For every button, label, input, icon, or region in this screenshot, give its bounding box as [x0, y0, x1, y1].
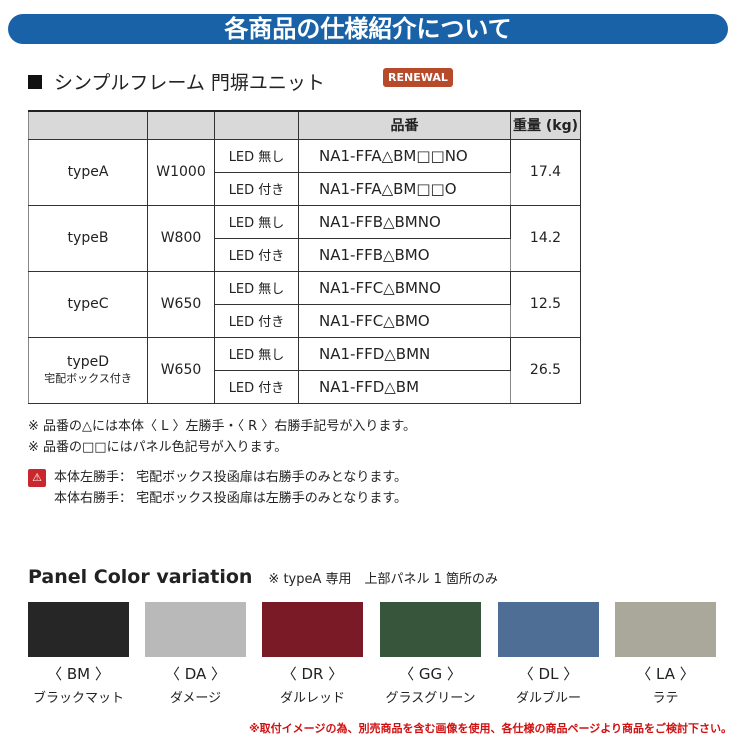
color-swatch: 〈 DR 〉ダルレッド: [262, 602, 363, 706]
type-label: typeA: [67, 164, 109, 180]
color-sample: [28, 602, 129, 657]
color-code: 〈 DL 〉: [518, 665, 579, 683]
table-row: LED 付き NA1-FFA△BM□□O: [29, 171, 581, 206]
color-code: 〈 DA 〉: [164, 665, 227, 683]
table-row: LED 付き NA1-FFD△BM: [29, 369, 581, 404]
part-number-cell: NA1-FFA△BM□□NO: [298, 138, 511, 173]
renewal-badge: RENEWAL: [383, 68, 453, 87]
color-name: ダルレッド: [279, 691, 345, 706]
color-sample: [615, 602, 716, 657]
part-number-cell: NA1-FFB△BMNO: [298, 204, 511, 239]
color-swatch: 〈 DA 〉ダメージ: [145, 602, 246, 706]
type-label: typeD: [66, 354, 110, 370]
weight-cell: 26.5: [510, 336, 581, 404]
type-cell: typeC: [28, 270, 148, 338]
led-cell: LED 付き: [214, 303, 299, 338]
table-row: typeD 宅配ボックス付き W650 LED 無し NA1-FFD△BMN 26…: [28, 336, 581, 404]
color-name: グラスグリーン: [385, 691, 476, 706]
note: ※ 品番の△には本体〈 L 〉左勝手・〈 R 〉右勝手記号が入ります。: [28, 419, 417, 434]
color-sample: [145, 602, 246, 657]
part-number-cell: NA1-FFD△BM: [298, 369, 511, 404]
color-name: ダルブルー: [515, 691, 581, 706]
table-row: typeC W650 LED 無し NA1-FFC△BMNO 12.5: [28, 270, 581, 338]
warning-triangle-icon: ⚠: [28, 468, 46, 487]
color-sample: [262, 602, 363, 657]
part-number-cell: NA1-FFC△BMO: [298, 303, 511, 338]
led-cell: LED 無し: [214, 204, 299, 239]
table-row: LED 付き NA1-FFB△BMO: [29, 237, 581, 272]
color-code: 〈 GG 〉: [399, 665, 462, 683]
color-name: ラテ: [652, 691, 679, 706]
led-cell: LED 付き: [214, 171, 299, 206]
color-swatch: 〈 GG 〉グラスグリーン: [380, 602, 481, 706]
type-label: typeC: [67, 296, 109, 312]
panel-color-heading: Panel Color variation ※ typeA 専用 上部パネル 1 …: [28, 566, 498, 588]
type-cell: typeD 宅配ボックス付き: [28, 336, 148, 404]
color-name: ブラックマット: [32, 691, 124, 706]
table-row: typeB W800 LED 無し NA1-FFB△BMNO 14.2: [28, 204, 581, 272]
weight-cell: 17.4: [510, 138, 581, 206]
led-cell: LED 付き: [214, 369, 299, 404]
part-number-cell: NA1-FFB△BMO: [298, 237, 511, 272]
led-cell: LED 無し: [214, 336, 299, 371]
spec-table: 品番 重量 (kg) typeA W1000 LED 無し NA1-FFA△BM□…: [28, 110, 581, 404]
page-banner: 各商品の仕様紹介について: [8, 14, 728, 44]
notes: ※ 品番の△には本体〈 L 〉左勝手・〈 R 〉右勝手記号が入ります。 ※ 品番…: [28, 416, 416, 458]
panel-note: ※ typeA 専用 上部パネル 1 箇所のみ: [268, 572, 499, 587]
part-number-cell: NA1-FFD△BMN: [298, 336, 511, 371]
color-code: 〈 BM 〉: [47, 665, 110, 683]
width-cell: W1000: [147, 138, 215, 206]
color-name: ダメージ: [169, 691, 222, 706]
width-cell: W800: [147, 204, 215, 272]
section-title-text: シンプルフレーム 門塀ユニット: [54, 72, 325, 94]
led-cell: LED 無し: [214, 138, 299, 173]
part-number-cell: NA1-FFA△BM□□O: [298, 171, 511, 206]
header-weight: 重量 (kg): [510, 110, 581, 140]
color-code: 〈 DR 〉: [281, 665, 344, 683]
footer-note: ※取付イメージの為、別売商品を含む画像を使用、各仕様の商品ページより商品をご検討…: [248, 722, 732, 735]
header-part-no: 品番: [298, 110, 511, 140]
table-header: 品番 重量 (kg): [28, 110, 581, 140]
color-code: 〈 LA 〉: [636, 665, 695, 683]
color-swatch: 〈 LA 〉ラテ: [615, 602, 716, 706]
square-bullet-icon: [28, 74, 42, 89]
type-sublabel: 宅配ボックス付き: [44, 372, 132, 385]
weight-cell: 14.2: [510, 204, 581, 272]
type-cell: typeA: [28, 138, 148, 206]
part-number-cell: NA1-FFC△BMNO: [298, 270, 511, 305]
section-title: シンプルフレーム 門塀ユニット: [28, 68, 325, 95]
warnings: ⚠ 本体左勝手： 宅配ボックス投函扉は右勝手のみとなります。 本体右勝手： 宅配ボ…: [28, 467, 407, 509]
led-cell: LED 付き: [214, 237, 299, 272]
table-row: typeA W1000 LED 無し NA1-FFA△BM□□NO 17.4: [28, 138, 581, 206]
color-swatch: 〈 BM 〉ブラックマット: [28, 602, 129, 706]
type-label: typeB: [67, 230, 109, 246]
color-sample: [380, 602, 481, 657]
weight-cell: 12.5: [510, 270, 581, 338]
table-row: LED 付き NA1-FFC△BMO: [29, 303, 581, 338]
color-swatch: 〈 DL 〉ダルブルー: [498, 602, 599, 706]
width-cell: W650: [147, 336, 215, 404]
note: ※ 品番の□□にはパネル色記号が入ります。: [28, 440, 288, 455]
type-cell: typeB: [28, 204, 148, 272]
led-cell: LED 無し: [214, 270, 299, 305]
warning-text: 本体左勝手： 宅配ボックス投函扉は右勝手のみとなります。: [54, 470, 408, 485]
warning-text: 本体右勝手： 宅配ボックス投函扉は左勝手のみとなります。: [54, 491, 408, 506]
color-sample: [498, 602, 599, 657]
panel-title: Panel Color variation: [28, 566, 253, 588]
width-cell: W650: [147, 270, 215, 338]
